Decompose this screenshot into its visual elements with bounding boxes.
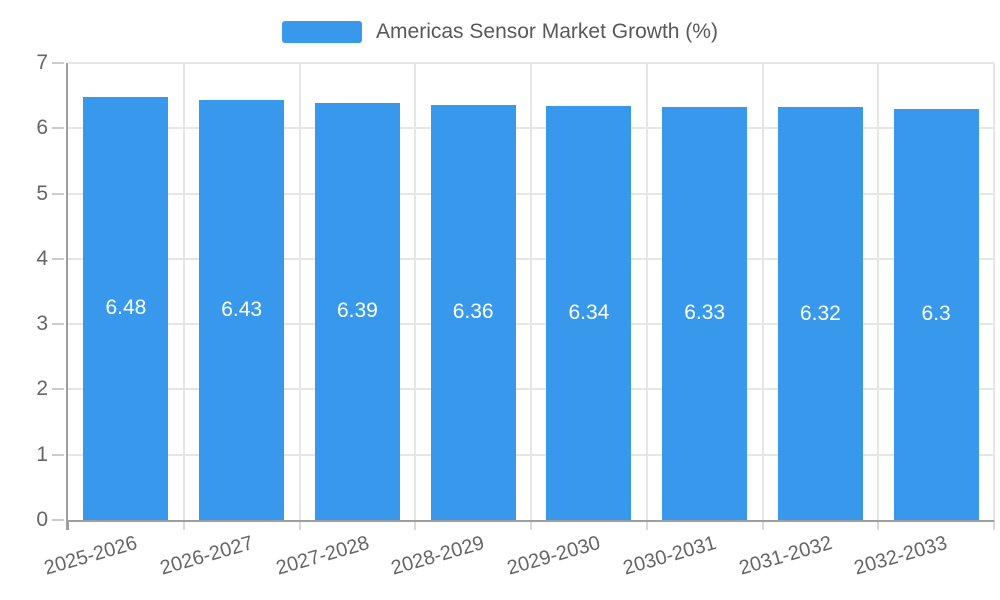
- legend-swatch-icon: [282, 21, 363, 43]
- legend-label: Americas Sensor Market Growth (%): [376, 20, 718, 43]
- bar-value-label: 6.48: [105, 296, 147, 320]
- bar-value-label: 6.32: [799, 301, 841, 325]
- bar-value-label: 6.36: [452, 300, 494, 324]
- y-axis-tick-label: 6: [36, 116, 48, 140]
- y-axis-tick-label: 5: [36, 181, 48, 205]
- y-axis-tick: [52, 453, 64, 456]
- gridline-vertical: [414, 63, 417, 520]
- x-axis-category-label: 2029-2030: [504, 532, 603, 580]
- bar[interactable]: [199, 100, 285, 520]
- y-axis-tick: [52, 127, 64, 130]
- x-axis-category-label: 2032-2033: [852, 532, 951, 580]
- gridline-vertical: [645, 63, 648, 520]
- x-axis-category-label: 2027-2028: [273, 532, 372, 580]
- x-axis-tick: [67, 520, 69, 530]
- bar[interactable]: [83, 96, 169, 520]
- gridline-vertical: [182, 63, 185, 520]
- bar[interactable]: [430, 104, 516, 520]
- bar[interactable]: [314, 102, 400, 520]
- bar[interactable]: [893, 108, 979, 520]
- gridline-vertical: [877, 63, 880, 520]
- x-axis-tick: [298, 520, 301, 530]
- bar-value-label: 6.43: [221, 298, 263, 322]
- x-axis-line: [66, 520, 994, 522]
- x-axis-tick: [414, 520, 417, 530]
- bar-value-label: 6.39: [336, 299, 378, 323]
- x-axis-category-label: 2025-2026: [41, 532, 140, 580]
- gridline-vertical: [530, 63, 532, 520]
- y-axis-tick-label: 2: [36, 377, 48, 401]
- y-axis-tick: [52, 519, 64, 521]
- y-axis-tick-label: 1: [36, 442, 48, 466]
- x-axis-tick: [761, 520, 764, 530]
- gridline-vertical: [993, 63, 995, 520]
- bar[interactable]: [662, 106, 748, 520]
- y-axis-tick: [52, 257, 64, 260]
- x-axis-category-label: 2030-2031: [620, 532, 719, 580]
- bar-value-label: 6.33: [684, 301, 726, 325]
- y-axis-tick-label: 7: [36, 51, 48, 74]
- x-axis-category-label: 2031-2032: [736, 532, 835, 580]
- y-axis-line: [66, 63, 68, 530]
- y-axis-tick-label: 3: [36, 312, 48, 336]
- y-axis-tick: [52, 192, 64, 195]
- chart-legend[interactable]: Americas Sensor Market Growth (%): [0, 20, 1000, 44]
- x-axis-category-label: 2026-2027: [157, 532, 256, 580]
- gridline-vertical: [761, 63, 764, 520]
- x-axis-tick: [645, 520, 648, 530]
- y-axis-tick-label: 0: [36, 508, 48, 531]
- bar[interactable]: [777, 107, 863, 520]
- gridline-vertical: [298, 63, 301, 520]
- y-axis-tick-label: 4: [36, 246, 48, 270]
- y-axis-tick: [52, 62, 64, 64]
- x-axis-tick: [530, 520, 532, 530]
- y-axis-tick: [52, 323, 64, 326]
- bar-value-label: 6.3: [921, 302, 951, 326]
- x-axis-tick: [877, 520, 880, 530]
- bar[interactable]: [546, 106, 632, 520]
- x-axis-tick: [182, 520, 185, 530]
- bar-value-label: 6.34: [568, 301, 610, 325]
- x-axis-tick: [993, 520, 995, 530]
- x-axis-category-label: 2028-2029: [389, 532, 488, 580]
- y-axis-tick: [52, 388, 64, 391]
